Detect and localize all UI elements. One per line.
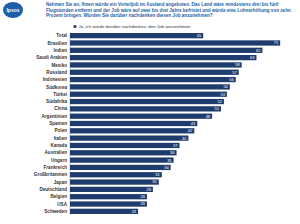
bar xyxy=(70,150,177,155)
bar xyxy=(70,201,147,206)
data-label: 23 xyxy=(132,209,137,214)
data-label: 45 xyxy=(197,33,202,38)
bar xyxy=(70,62,242,67)
subtitle-dot xyxy=(73,25,76,28)
category-label: Spanien xyxy=(49,121,67,126)
category-label: Russland xyxy=(46,70,67,75)
bars xyxy=(70,33,280,214)
data-label: 34 xyxy=(164,165,169,170)
category-label: Schweden xyxy=(44,209,67,214)
data-label: 56 xyxy=(229,77,234,82)
category-label: Ungarn xyxy=(51,158,67,163)
labels: Total 45 Brasilien 71 Indien 65 Saudi Arabien 6… xyxy=(34,33,279,214)
data-label: 53 xyxy=(220,92,225,97)
bar xyxy=(70,114,212,119)
data-label: 63 xyxy=(250,55,255,60)
category-label: China xyxy=(54,106,67,111)
page: Nehmen Sie an, Ihnen würde ein Vorteiljo… xyxy=(0,0,300,224)
bar xyxy=(70,77,236,82)
bar xyxy=(70,92,227,97)
category-label: Südkorea xyxy=(46,85,67,90)
bar xyxy=(70,157,174,162)
bar xyxy=(70,40,280,45)
data-label: 57 xyxy=(232,70,237,75)
bar xyxy=(70,106,221,111)
bar xyxy=(70,209,138,214)
category-label: Deutschland xyxy=(39,187,67,192)
bar xyxy=(70,172,162,177)
category-label: Australien xyxy=(45,150,68,155)
bar xyxy=(70,33,203,38)
category-label: Mexiko xyxy=(51,63,67,68)
category-label: Großbritannien xyxy=(34,172,67,177)
category-label: Türkei xyxy=(53,92,67,97)
data-label: 43 xyxy=(191,121,196,126)
bar xyxy=(70,136,188,141)
bar xyxy=(70,143,180,148)
bar xyxy=(70,48,262,53)
logo-shape xyxy=(3,2,23,18)
category-label: Kanada xyxy=(50,143,67,148)
category-label: Argentinien xyxy=(41,114,67,119)
data-label: 48 xyxy=(206,114,211,119)
category-label: Total xyxy=(56,33,67,38)
data-label: 54 xyxy=(223,84,228,89)
data-label: 42 xyxy=(188,128,193,133)
category-label: Italien xyxy=(54,136,67,141)
category-label: Indonesien xyxy=(43,77,67,82)
data-label: 58 xyxy=(235,62,240,67)
bar xyxy=(70,84,230,89)
category-label: Polen xyxy=(54,128,67,133)
bar xyxy=(70,121,197,126)
data-label: 35 xyxy=(167,158,172,163)
category-label: Indien xyxy=(53,48,67,53)
data-label: 36 xyxy=(170,150,175,155)
data-label: 52 xyxy=(217,99,222,104)
category-label: Japan xyxy=(54,180,67,185)
bar xyxy=(70,99,224,104)
data-label: 26 xyxy=(141,194,146,199)
chart: Ipsos Ja, ich würde darüber nachdenken, d… xyxy=(0,0,300,224)
logo: Ipsos xyxy=(6,7,19,13)
data-label: 26 xyxy=(141,201,146,206)
category-label: Südafrika xyxy=(46,99,67,104)
subtitle: Ja, ich würde darüber nachdenken, den Jo… xyxy=(79,24,192,29)
bar xyxy=(70,165,171,170)
category-label: Belgien xyxy=(50,194,67,199)
data-label: 65 xyxy=(256,48,261,53)
bar xyxy=(70,179,159,184)
data-label: 28 xyxy=(146,187,151,192)
bar xyxy=(70,128,194,133)
data-label: 51 xyxy=(215,106,220,111)
category-label: USA xyxy=(57,202,67,207)
data-label: 37 xyxy=(173,143,178,148)
bar xyxy=(70,194,147,199)
bar xyxy=(70,55,256,60)
bar xyxy=(70,70,239,75)
data-label: 71 xyxy=(274,40,279,45)
category-label: Frankreich xyxy=(44,165,68,170)
category-label: Saudi Arabien xyxy=(36,55,67,60)
bar xyxy=(70,187,153,192)
category-label: Brasilien xyxy=(48,41,68,46)
data-label: 30 xyxy=(152,179,157,184)
title: Nehmen Sie an, Ihnen würde ein Vorteiljo… xyxy=(46,2,296,19)
data-label: 31 xyxy=(155,172,160,177)
data-label: 40 xyxy=(182,136,187,141)
